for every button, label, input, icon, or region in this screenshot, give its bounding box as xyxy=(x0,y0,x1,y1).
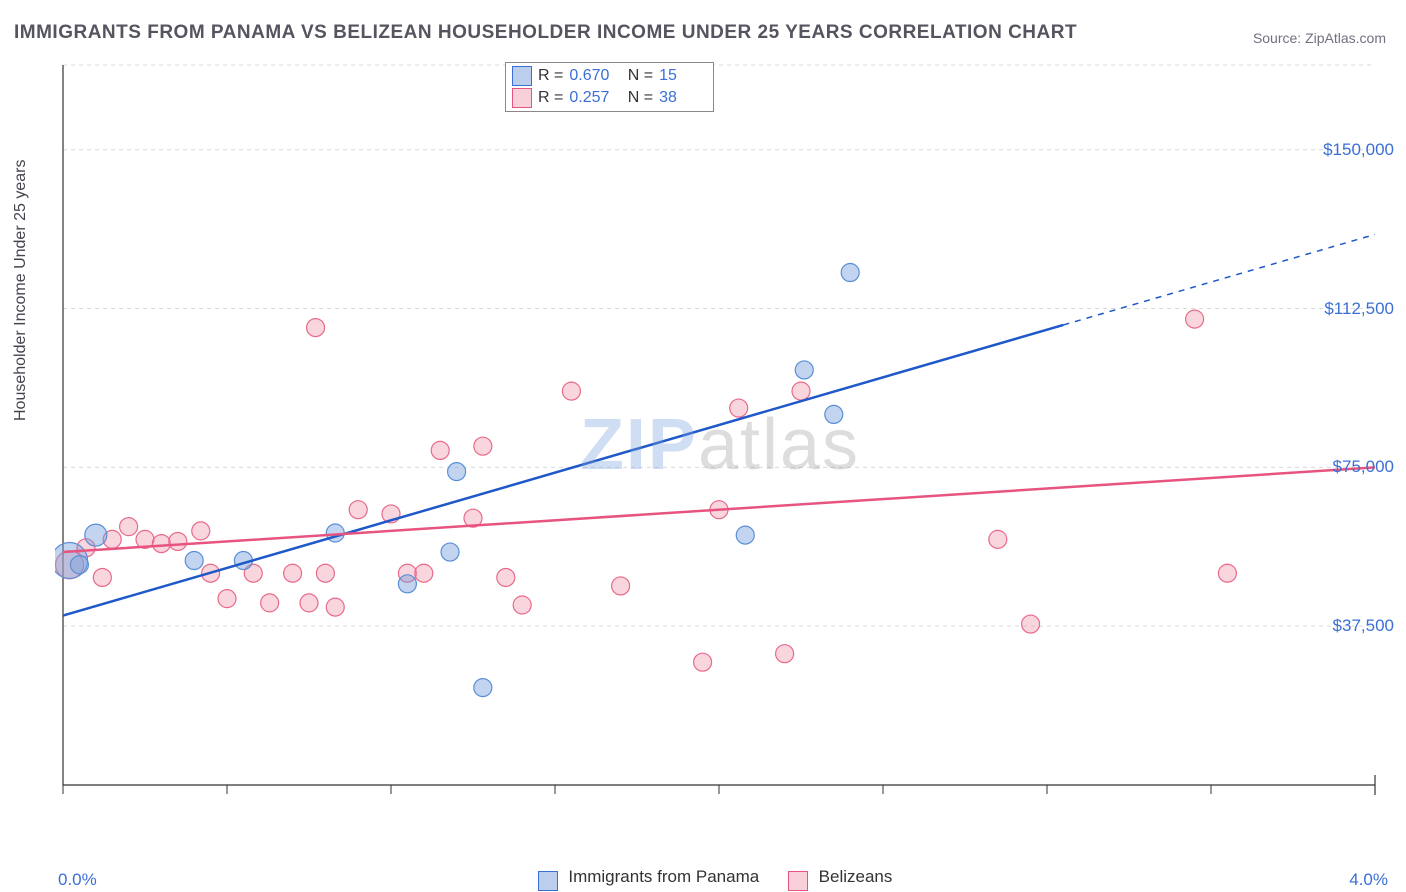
legend-label-panama: Immigrants from Panama xyxy=(568,867,759,886)
y-tick-label: $75,000 xyxy=(1333,457,1394,477)
swatch-belize-icon xyxy=(512,88,532,108)
r-value-panama: 0.670 xyxy=(569,67,617,85)
chart-title: IMMIGRANTS FROM PANAMA VS BELIZEAN HOUSE… xyxy=(14,22,1077,44)
legend-label-belize: Belizeans xyxy=(819,867,893,886)
stats-row-panama: R = 0.670 N = 15 xyxy=(512,65,707,87)
y-tick-label: $37,500 xyxy=(1333,616,1394,636)
y-tick-label: $112,500 xyxy=(1324,299,1394,319)
y-axis-label: Householder Income Under 25 years xyxy=(12,160,30,421)
swatch-panama-icon xyxy=(512,66,532,86)
stats-legend: R = 0.670 N = 15 R = 0.257 N = 38 xyxy=(505,62,714,112)
plot-area: ZIPatlas xyxy=(55,60,1385,830)
n-value-belize: 38 xyxy=(659,89,707,107)
stats-row-belize: R = 0.257 N = 38 xyxy=(512,87,707,109)
r-value-belize: 0.257 xyxy=(569,89,617,107)
n-value-panama: 15 xyxy=(659,67,707,85)
bottom-legend: Immigrants from Panama Belizeans xyxy=(0,867,1406,888)
scatter-chart xyxy=(55,60,1385,830)
source-label: Source: ZipAtlas.com xyxy=(1253,30,1386,46)
legend-swatch-panama-icon xyxy=(538,871,558,891)
legend-swatch-belize-icon xyxy=(788,871,808,891)
y-tick-label: $150,000 xyxy=(1323,140,1394,160)
